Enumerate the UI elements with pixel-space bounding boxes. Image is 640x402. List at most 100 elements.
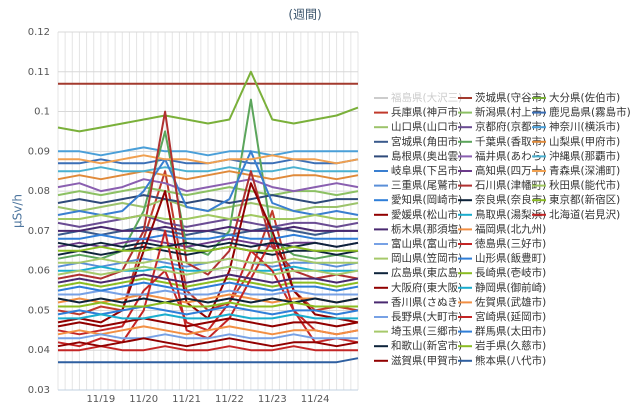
y-tick-label: 0.09 <box>28 146 50 157</box>
chart-title: (週間) <box>288 8 321 22</box>
series-line <box>57 305 359 316</box>
legend-label: 宮崎県(延岡市) <box>475 310 546 323</box>
legend-label: 島根県(奥出雲) <box>391 149 462 162</box>
legend-label: 広島県(東広島) <box>391 266 462 279</box>
series-line <box>57 337 359 348</box>
legend-label: 佐賀県(武雄市) <box>475 295 546 308</box>
legend-label: 秋田県(能代市) <box>549 179 620 192</box>
legend-label: 長野県(大町市) <box>391 310 462 323</box>
legend-label: 富山県(富山市) <box>391 237 462 250</box>
legend-label: 新潟県(村上市) <box>475 106 546 119</box>
legend-label: 兵庫県(神戸市) <box>391 106 462 119</box>
legend-label: 千葉県(香取市) <box>475 135 546 148</box>
series-line <box>57 317 359 328</box>
series-line <box>57 281 359 292</box>
legend-label: 山口県(山口市) <box>391 120 462 133</box>
series-line <box>57 273 359 284</box>
series-line <box>58 245 358 252</box>
legend-label: 宮城県(角田市) <box>391 135 462 148</box>
legend-label: 香川県(さぬき) <box>391 296 462 308</box>
legend-label: 京都府(京都市) <box>475 120 546 133</box>
plot-lines <box>57 70 359 364</box>
y-tick-label: 0.08 <box>28 186 50 197</box>
x-tick-label: 11/21 <box>172 394 201 402</box>
legend-label: 鳥取県(湯梨浜) <box>475 208 546 221</box>
series-line <box>58 257 358 264</box>
series-line <box>57 293 359 304</box>
legend-label: 岩手県(久慈市) <box>475 339 546 352</box>
series-line <box>58 313 358 320</box>
series-line <box>57 237 359 248</box>
series-line <box>57 170 359 181</box>
legend-label: 鹿児島県(霧島市) <box>549 106 631 119</box>
x-tick-label: 11/23 <box>258 394 287 402</box>
y-tick-label: 0.05 <box>28 305 50 316</box>
legend-label: 和歌山(新宮市) <box>391 339 462 352</box>
series-line <box>58 146 358 157</box>
series-line <box>57 297 359 304</box>
legend-label: 愛媛県(松山市) <box>391 208 462 221</box>
y-tick-label: 0.04 <box>28 345 50 356</box>
y-tick-label: 0.1 <box>34 107 50 118</box>
series-line <box>57 241 359 248</box>
legend-label: 埼玉県(三郷市) <box>391 325 462 338</box>
x-tick-label: 11/19 <box>86 394 115 402</box>
legend-label: 滋賀県(甲賀市) <box>391 354 462 367</box>
series-line <box>58 233 358 240</box>
legend-label: 福岡県(北九州) <box>475 222 546 235</box>
series-line <box>57 186 359 197</box>
legend-label: 福井県(あわら) <box>475 149 546 162</box>
legend-label: 三重県(尾鷲市) <box>391 179 462 192</box>
y-tick-label: 0.11 <box>28 67 50 78</box>
legend-label: 山形県(飯豊町) <box>475 252 546 265</box>
series-line <box>57 110 359 280</box>
x-tick-label: 11/22 <box>215 394 244 402</box>
series-line <box>57 194 358 204</box>
legend-label: 熊本県(八代市) <box>475 354 546 367</box>
series-line <box>58 301 358 308</box>
legend-label: 大分県(佐伯市) <box>549 91 620 104</box>
legend-label: 徳島県(三好市) <box>475 237 546 250</box>
series-line <box>57 150 359 216</box>
legend-label: 長崎県(壱岐市) <box>475 266 546 279</box>
series-line <box>57 98 359 260</box>
legend-label: 高知県(四万十) <box>475 164 546 177</box>
y-axis-label: μSv/h <box>11 194 25 228</box>
y-tick-label: 0.03 <box>28 385 50 396</box>
legend-label: 沖縄県(那覇市) <box>549 149 620 162</box>
series-line <box>58 289 358 296</box>
legend-label: 山梨県(甲府市) <box>549 135 620 148</box>
legend-label: 奈良県(奈良市) <box>475 193 546 206</box>
series-line <box>57 277 359 288</box>
legend-label: 愛知県(岡崎市) <box>391 193 462 206</box>
legend-label: 岡山県(笠岡市) <box>391 252 462 265</box>
series-line <box>58 154 359 165</box>
series-line <box>58 345 358 352</box>
legend-label: 北海道(岩見沢) <box>549 208 620 221</box>
legend-label: 岐阜県(下呂市) <box>391 164 462 177</box>
series-line <box>57 325 359 336</box>
legend-label: 東京都(新宿区) <box>549 193 620 206</box>
legend-label: 石川県(津幡町) <box>475 179 546 192</box>
y-tick-label: 0.06 <box>28 266 50 277</box>
legend-label: 栃木県(那須塩) <box>391 222 462 235</box>
series-line <box>57 70 359 133</box>
legend-label: 青森県(深浦町) <box>549 164 620 177</box>
series-line <box>58 214 358 220</box>
series-line <box>58 357 359 364</box>
series-line <box>57 265 359 276</box>
y-tick-label: 0.12 <box>28 27 50 38</box>
series-line <box>57 178 359 193</box>
legend-label: 大阪府(東大阪) <box>391 281 462 294</box>
series-line <box>58 225 358 232</box>
x-tick-label: 11/20 <box>129 394 158 402</box>
y-tick-label: 0.07 <box>28 226 50 237</box>
series-line <box>57 214 359 228</box>
legend-label: 神奈川(横浜市) <box>549 120 620 133</box>
legend-label: 福島県(大沢三) <box>391 91 462 104</box>
legend-label: 茨城県(守谷市) <box>475 91 546 104</box>
series-line <box>58 166 358 173</box>
legend-label: 静岡県(御前崎) <box>475 281 546 294</box>
x-tick-label: 11/24 <box>301 394 330 402</box>
